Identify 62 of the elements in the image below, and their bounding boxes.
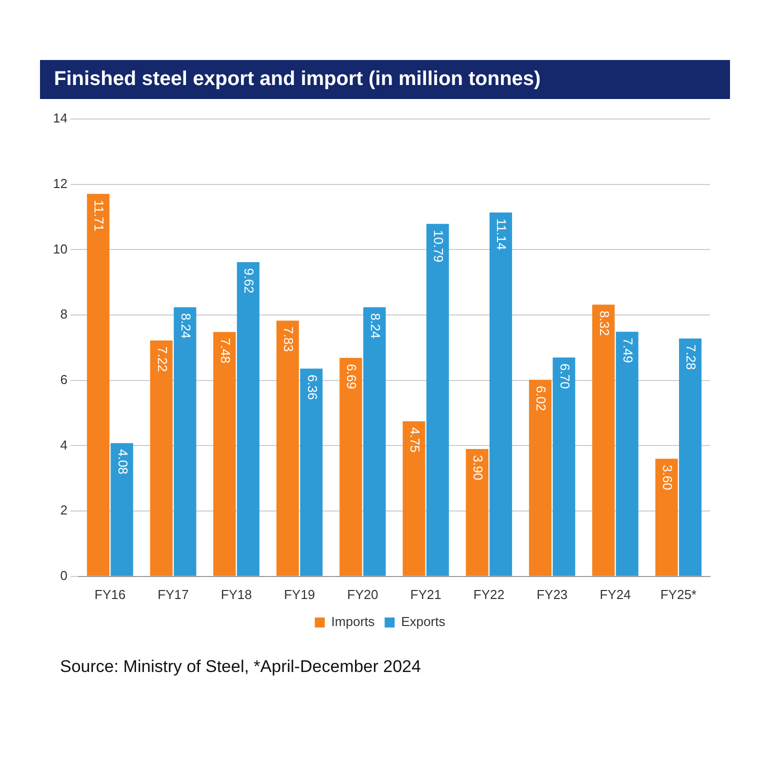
data-label: 3.60 [660, 464, 676, 490]
bar [110, 443, 134, 576]
bar [426, 224, 449, 576]
x-tick-label: FY21 [410, 586, 442, 602]
bar [213, 332, 236, 576]
bar [552, 358, 576, 576]
data-label: 8.24 [178, 313, 194, 338]
data-label: 4.75 [407, 427, 422, 453]
bar [616, 332, 638, 576]
data-label: 11.14 [494, 218, 510, 250]
bar [236, 262, 260, 576]
bar [363, 307, 386, 576]
y-tick-label: 14 [52, 110, 68, 126]
data-label: 7.83 [281, 326, 296, 352]
data-label: 7.49 [620, 338, 636, 364]
x-tick-label: FY18 [220, 586, 252, 602]
x-tick-label: FY24 [600, 586, 631, 602]
y-tick-label: 4 [60, 437, 68, 452]
data-label: 7.48 [218, 338, 233, 364]
bar [150, 340, 173, 576]
data-label: 6.02 [534, 386, 549, 412]
x-tick-label: FY22 [473, 586, 504, 602]
x-tick-label: FY19 [284, 586, 316, 602]
data-label: 6.69 [344, 364, 360, 390]
chart-title: Finished steel export and import (in million tonnes) [40, 60, 730, 99]
data-label: 7.28 [684, 344, 699, 370]
y-tick-label: 8 [60, 306, 68, 322]
x-tick-label: FY25* [660, 586, 696, 602]
data-label: 10.79 [431, 230, 446, 262]
x-tick-label: FY20 [347, 586, 378, 602]
data-label: 7.22 [154, 346, 170, 372]
bar [402, 421, 426, 576]
x-tick-label: FY23 [536, 586, 568, 602]
data-label: 9.62 [242, 268, 257, 294]
data-label: 8.32 [596, 310, 612, 336]
legend-label: Exports [401, 614, 446, 630]
legend-label: Imports [331, 614, 376, 630]
bar [679, 338, 702, 576]
bar [655, 458, 678, 576]
data-label: 6.70 [557, 364, 572, 389]
bar [174, 307, 196, 576]
y-tick-label: 6 [60, 372, 68, 387]
data-label: 11.71 [92, 200, 107, 232]
bar [490, 212, 512, 576]
data-label: 8.24 [368, 313, 383, 338]
bar [276, 320, 299, 576]
data-label: 6.36 [304, 374, 320, 400]
y-tick-label: 10 [52, 241, 68, 256]
source-note: Source: Ministry of Steel, *April-December 2024 [60, 657, 422, 677]
x-tick-label: FY16 [94, 586, 126, 602]
data-label: 4.08 [115, 449, 130, 474]
bar [300, 368, 323, 576]
x-tick-label: FY17 [158, 586, 189, 602]
y-tick-label: 2 [60, 502, 68, 518]
y-tick-label: 0 [60, 568, 68, 583]
bar [529, 380, 552, 576]
bar [592, 304, 615, 576]
bar [466, 448, 488, 576]
bar [86, 194, 110, 576]
y-tick-label: 12 [52, 176, 68, 191]
data-label: 3.90 [470, 454, 486, 480]
bar [340, 358, 362, 576]
